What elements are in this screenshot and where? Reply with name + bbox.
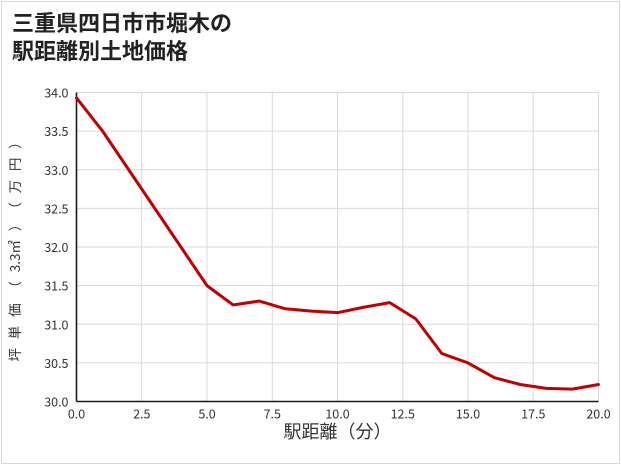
svg-text:30.5: 30.5: [44, 353, 68, 372]
svg-text:駅距離（分）: 駅距離（分）: [284, 418, 392, 444]
svg-text:17.5: 17.5: [521, 404, 545, 423]
svg-text:32.5: 32.5: [44, 198, 68, 217]
svg-text:12.5: 12.5: [391, 404, 415, 423]
svg-text:20.0: 20.0: [586, 404, 610, 423]
svg-text:31.0: 31.0: [44, 314, 68, 333]
svg-text:坪単価（3.3㎡）（万円）: 坪単価（3.3㎡）（万円）: [4, 126, 24, 361]
svg-text:5.0: 5.0: [198, 404, 215, 423]
svg-text:0.0: 0.0: [68, 404, 85, 423]
svg-text:33.0: 33.0: [44, 160, 68, 179]
svg-text:15.0: 15.0: [456, 404, 480, 423]
svg-text:2.5: 2.5: [133, 404, 150, 423]
svg-text:7.5: 7.5: [264, 404, 281, 423]
svg-text:30.0: 30.0: [44, 392, 68, 411]
svg-text:32.0: 32.0: [44, 237, 68, 256]
svg-text:34.0: 34.0: [44, 83, 68, 102]
svg-text:33.5: 33.5: [44, 121, 68, 140]
svg-text:31.5: 31.5: [44, 276, 68, 295]
